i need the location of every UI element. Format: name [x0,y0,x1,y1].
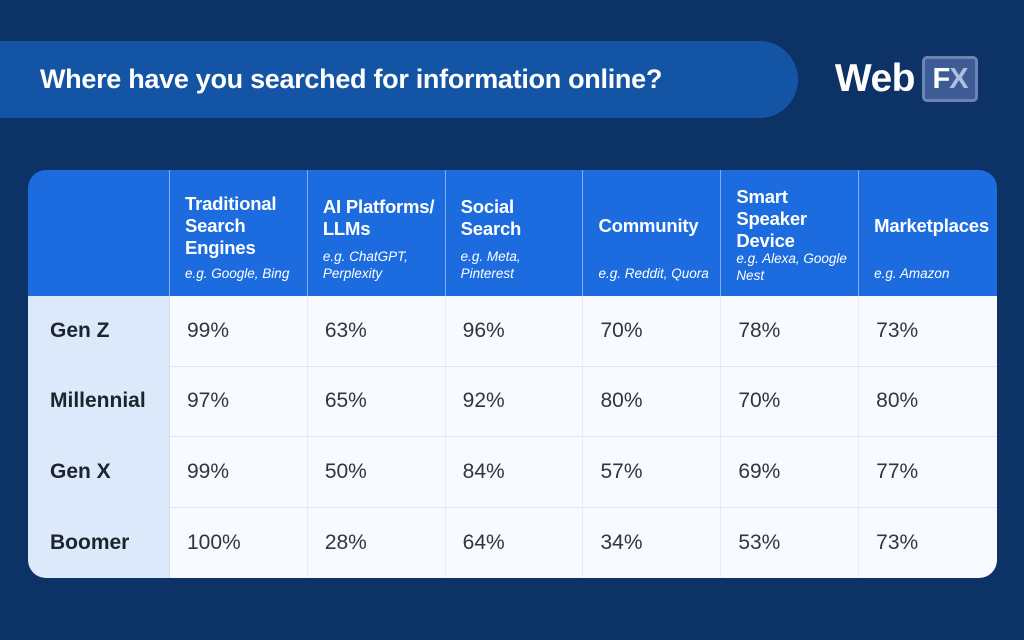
header-cell-social-search: Social Search e.g. Meta, Pinterest [445,170,584,296]
cell-gen-x-ai: 50% [307,437,446,508]
cell-boomer-community: 34% [583,507,722,578]
cell-boomer-marketplaces: 73% [859,507,997,578]
cell-millennial-marketplaces: 80% [859,366,997,437]
column-example: e.g. ChatGPT, Perplexity [322,249,408,282]
cell-gen-z-traditional: 99% [170,296,308,367]
row-label-boomer: Boomer [28,507,170,578]
column-example: e.g. Amazon [874,266,950,282]
column-example: e.g. Meta, Pinterest [460,249,521,282]
cell-gen-x-smart-speaker: 69% [721,437,860,508]
cell-millennial-ai: 65% [307,366,446,437]
column-example: e.g. Google, Bing [185,266,290,282]
header-cell-empty [28,170,170,296]
cell-millennial-traditional: 97% [170,366,308,437]
cell-gen-x-social: 84% [445,437,584,508]
logo-fx-f: F [932,62,950,95]
column-example: e.g. Reddit, Quora [598,266,709,282]
cell-millennial-social: 92% [445,366,584,437]
row-label-millennial: Millennial [28,366,170,437]
cell-gen-x-community: 57% [583,437,722,508]
cell-boomer-smart-speaker: 53% [721,507,860,578]
cell-gen-x-marketplaces: 77% [859,437,997,508]
header-cell-marketplaces: Marketplaces e.g. Amazon [859,170,997,296]
header-cell-smart-speaker-device: Smart Speaker Device e.g. Alexa, Google … [721,170,860,296]
column-label: Traditional Search Engines [185,193,277,258]
cell-gen-z-ai: 63% [307,296,446,367]
cell-gen-z-smart-speaker: 78% [721,296,860,367]
cell-millennial-community: 80% [583,366,722,437]
data-table: Traditional Search Engines e.g. Google, … [28,170,997,578]
logo-web-text: Web [834,57,916,100]
cell-gen-x-traditional: 99% [170,437,308,508]
column-label: Community [598,215,699,237]
column-label: Smart Speaker Device [736,186,807,251]
header-cell-ai-platforms-llms: AI Platforms/ LLMs e.g. ChatGPT, Perplex… [307,170,446,296]
column-label: Social Search [460,195,522,239]
cell-boomer-social: 64% [445,507,584,578]
header-cell-traditional-search-engines: Traditional Search Engines e.g. Google, … [170,170,308,296]
cell-boomer-traditional: 100% [170,507,308,578]
row-label-gen-z: Gen Z [28,296,170,367]
cell-gen-z-social: 96% [445,296,584,367]
cell-boomer-ai: 28% [307,507,446,578]
title-bar: Where have you searched for information … [0,41,798,118]
cell-gen-z-community: 70% [583,296,722,367]
column-label: AI Platforms/ LLMs [322,195,435,239]
cell-gen-z-marketplaces: 73% [859,296,997,367]
cell-millennial-smart-speaker: 70% [721,366,860,437]
column-example: e.g. Alexa, Google Nest [736,251,847,284]
logo-fx-x: X [949,62,968,95]
page-title: Where have you searched for information … [40,64,663,94]
column-label: Marketplaces [874,215,989,237]
header-cell-community: Community e.g. Reddit, Quora [583,170,722,296]
row-label-gen-x: Gen X [28,437,170,508]
